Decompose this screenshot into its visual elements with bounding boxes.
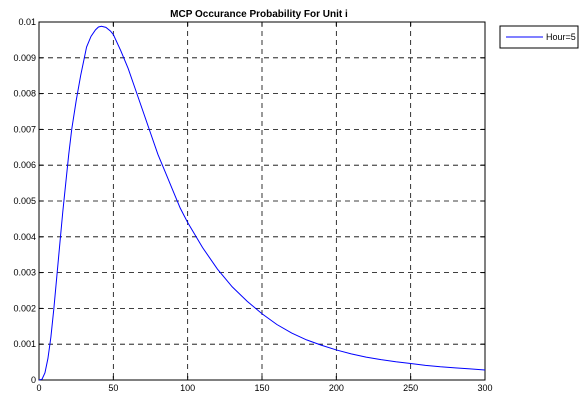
x-tick-label: 250 (403, 383, 418, 393)
x-tick-label: 0 (36, 383, 41, 393)
grid (39, 22, 485, 380)
series-layer (38, 25, 486, 381)
y-tick-label: 0.002 (13, 303, 36, 313)
x-tick-label: 200 (329, 383, 344, 393)
x-tick-label: 300 (477, 383, 492, 393)
legend-label-hour-5: Hour=5 (546, 32, 576, 42)
legend: Hour=5 (499, 25, 579, 49)
y-tick-label: 0.005 (13, 196, 36, 206)
y-tick-label: 0.004 (13, 232, 36, 242)
y-tick-label: 0.007 (13, 124, 36, 134)
x-tick-label: 150 (254, 383, 269, 393)
y-tick-label: 0.009 (13, 53, 36, 63)
y-tick-label: 0.001 (13, 339, 36, 349)
y-tick-label: 0.006 (13, 160, 36, 170)
y-tick-label: 0 (31, 375, 36, 385)
x-tick-label: 50 (108, 383, 118, 393)
chart-title: MCP Occurance Probability For Unit i (170, 9, 348, 20)
x-tick-label: 100 (180, 383, 195, 393)
y-tick-label: 0.003 (13, 268, 36, 278)
y-tick-label: 0.01 (18, 17, 36, 27)
series-line-hour-5 (38, 25, 486, 381)
y-tick-label: 0.008 (13, 89, 36, 99)
axis-ticks: 0 50 100 150 200 250 300 0 0.001 0.002 0.003 0.004 0… (13, 17, 492, 393)
